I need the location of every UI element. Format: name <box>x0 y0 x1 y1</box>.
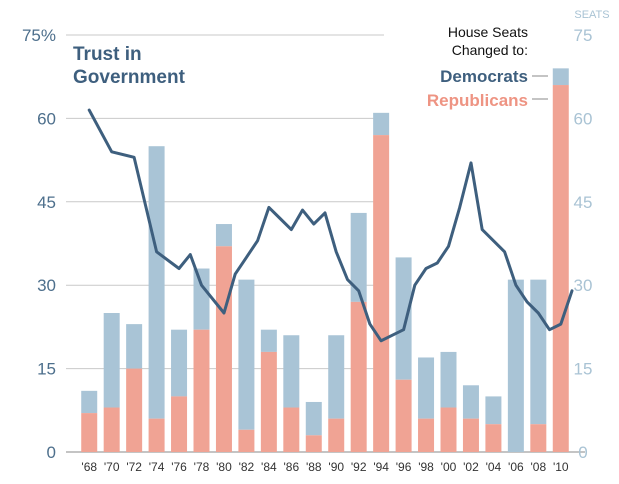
bar-republicans <box>373 135 390 452</box>
x-tick-label: '06 <box>508 460 524 474</box>
bar-republicans <box>81 413 98 452</box>
bar-democrats <box>305 401 322 436</box>
bar-republicans <box>440 407 457 452</box>
x-tick-label: '98 <box>418 460 434 474</box>
bar-republicans <box>530 424 547 452</box>
bar-democrats <box>238 279 255 430</box>
x-tick-label: '68 <box>81 460 97 474</box>
legend-title: House Seats <box>448 24 528 40</box>
bar-republicans <box>126 368 143 452</box>
bar-republicans <box>238 429 255 452</box>
y-tick-right: 30 <box>574 276 593 295</box>
x-tick-label: '78 <box>194 460 210 474</box>
line-label: Trust in <box>73 44 142 65</box>
y-tick-left: 30 <box>37 276 56 295</box>
y-tick-left: 45 <box>37 193 56 212</box>
bar-republicans <box>395 379 412 452</box>
y-tick-right: 60 <box>574 109 593 128</box>
bar-democrats <box>81 390 98 414</box>
y-tick-left: 0 <box>47 443 56 462</box>
y-tick-left: 60 <box>37 109 56 128</box>
y-tick-right: 15 <box>574 360 593 379</box>
legend-title: Changed to: <box>452 42 528 58</box>
bar-democrats <box>260 329 277 352</box>
bar-democrats <box>552 68 569 86</box>
x-tick-label: '10 <box>553 460 569 474</box>
x-tick-label: '02 <box>463 460 479 474</box>
bar-republicans <box>215 246 232 452</box>
x-tick-label: '94 <box>373 460 389 474</box>
x-tick-label: '88 <box>306 460 322 474</box>
x-tick-label: '96 <box>396 460 412 474</box>
bar-democrats <box>283 335 300 408</box>
x-tick-label: '90 <box>328 460 344 474</box>
bar-democrats <box>350 212 367 302</box>
bar-democrats <box>440 351 457 408</box>
x-tick-label: '00 <box>441 460 457 474</box>
x-tick-label: '84 <box>261 460 277 474</box>
bar-republicans <box>328 418 345 452</box>
x-tick-label: '86 <box>283 460 299 474</box>
bar-democrats <box>193 268 210 330</box>
legend-republicans: Republicans <box>427 91 528 110</box>
bar-democrats <box>395 257 412 380</box>
x-tick-label: '72 <box>126 460 142 474</box>
bar-democrats <box>373 112 390 136</box>
bar-republicans <box>260 351 277 452</box>
y-tick-right: 0 <box>578 443 587 462</box>
bar-republicans <box>305 435 322 452</box>
bar-republicans <box>148 418 165 452</box>
bar-republicans <box>171 396 188 452</box>
bar-democrats <box>215 224 232 247</box>
bar-democrats <box>462 385 479 419</box>
bar-democrats <box>530 279 547 425</box>
bar-republicans <box>193 329 210 452</box>
x-tick-label: '70 <box>104 460 120 474</box>
bar-republicans <box>418 418 435 452</box>
y-tick-right: 75 <box>574 26 593 45</box>
bar-democrats <box>103 313 120 408</box>
bar-republicans <box>552 85 569 452</box>
bar-democrats <box>171 329 188 397</box>
line-label: Government <box>73 67 186 88</box>
x-tick-label: '92 <box>351 460 367 474</box>
bar-republicans <box>350 301 367 452</box>
legend-democrats: Democrats <box>440 67 528 86</box>
right-axis-unit: SEATS <box>574 9 609 21</box>
x-tick-label: '76 <box>171 460 187 474</box>
bar-republicans <box>103 407 120 452</box>
bar-democrats <box>148 146 165 419</box>
bar-democrats <box>328 335 345 419</box>
x-tick-label: '74 <box>149 460 165 474</box>
x-tick-label: '04 <box>486 460 502 474</box>
bar-republicans <box>283 407 300 452</box>
x-tick-label: '82 <box>239 460 255 474</box>
bar-democrats <box>418 357 435 419</box>
trust-line <box>87 108 574 343</box>
bar-democrats <box>507 279 524 452</box>
bar-democrats <box>126 324 143 369</box>
y-tick-left: 15 <box>37 360 56 379</box>
y-tick-right: 45 <box>574 193 593 212</box>
x-tick-label: '80 <box>216 460 232 474</box>
bar-republicans <box>462 418 479 452</box>
bar-republicans <box>485 424 502 452</box>
x-tick-label: '08 <box>530 460 546 474</box>
y-tick-left: 75% <box>22 26 56 45</box>
bar-democrats <box>485 396 502 425</box>
